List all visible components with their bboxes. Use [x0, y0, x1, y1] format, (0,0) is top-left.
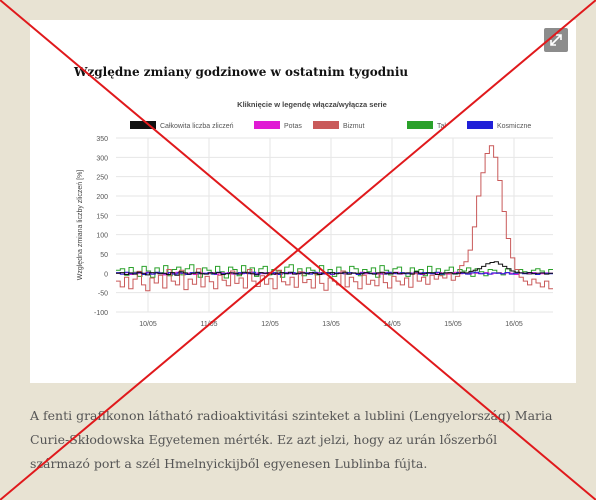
legend-swatch	[407, 121, 433, 129]
legend-swatch	[254, 121, 280, 129]
x-tick-label: 16/05	[505, 321, 523, 328]
y-tick-label: 50	[100, 252, 108, 259]
legend-swatch	[313, 121, 339, 129]
y-tick-label: 0	[104, 271, 108, 278]
chart-legend[interactable]: Całkowita liczba zliczeń Potas Bizmut Tal Ko…	[130, 121, 531, 130]
x-axis: 10/05 11/05 12/05 13/05 14/05 15/05 16/05	[139, 321, 523, 328]
expand-button[interactable]	[544, 28, 568, 52]
legend-item: Całkowita liczba zliczeń	[160, 123, 234, 130]
x-tick-label: 11/05	[201, 321, 218, 328]
legend-item: Potas	[284, 123, 302, 130]
expand-arrows-icon	[550, 34, 562, 46]
y-tick-label: 350	[96, 136, 108, 143]
y-axis: 350 300 250 200 150 100 50 0 -50 -100	[94, 136, 108, 317]
y-tick-label: -100	[94, 310, 108, 317]
chart-title: Względne zmiany godzinowe w ostatnim tyg…	[73, 65, 408, 79]
x-tick-label: 10/05	[139, 321, 157, 328]
y-axis-label: Względna zmiana liczby zliczeń [%]	[77, 170, 84, 281]
chart: Względne zmiany godzinowe w ostatnim tyg…	[73, 65, 553, 328]
legend-item: Kosmiczne	[497, 123, 531, 130]
x-tick-label: 15/05	[444, 321, 462, 328]
legend-item: Bizmut	[343, 123, 364, 130]
y-tick-label: 300	[96, 155, 108, 162]
x-tick-label: 12/05	[261, 321, 279, 328]
x-tick-label: 14/05	[383, 321, 401, 328]
y-tick-label: -50	[98, 291, 108, 298]
y-tick-label: 100	[96, 233, 108, 240]
legend-swatch	[467, 121, 493, 129]
chart-grid	[116, 137, 553, 313]
y-tick-label: 250	[96, 175, 108, 182]
y-tick-label: 200	[96, 194, 108, 201]
legend-item: Tal	[437, 123, 446, 130]
chart-panel: Względne zmiany godzinowe w ostatnim tyg…	[30, 20, 576, 383]
y-tick-label: 150	[96, 213, 108, 220]
legend-swatch	[130, 121, 156, 129]
chart-subtitle: Kliknięcie w legendę włącza/wyłącza seri…	[237, 100, 387, 109]
x-tick-label: 13/05	[322, 321, 340, 328]
caption-text: A fenti grafikonon látható radioaktivitá…	[30, 408, 553, 471]
chart-series[interactable]	[116, 145, 553, 292]
series-line	[116, 145, 553, 292]
